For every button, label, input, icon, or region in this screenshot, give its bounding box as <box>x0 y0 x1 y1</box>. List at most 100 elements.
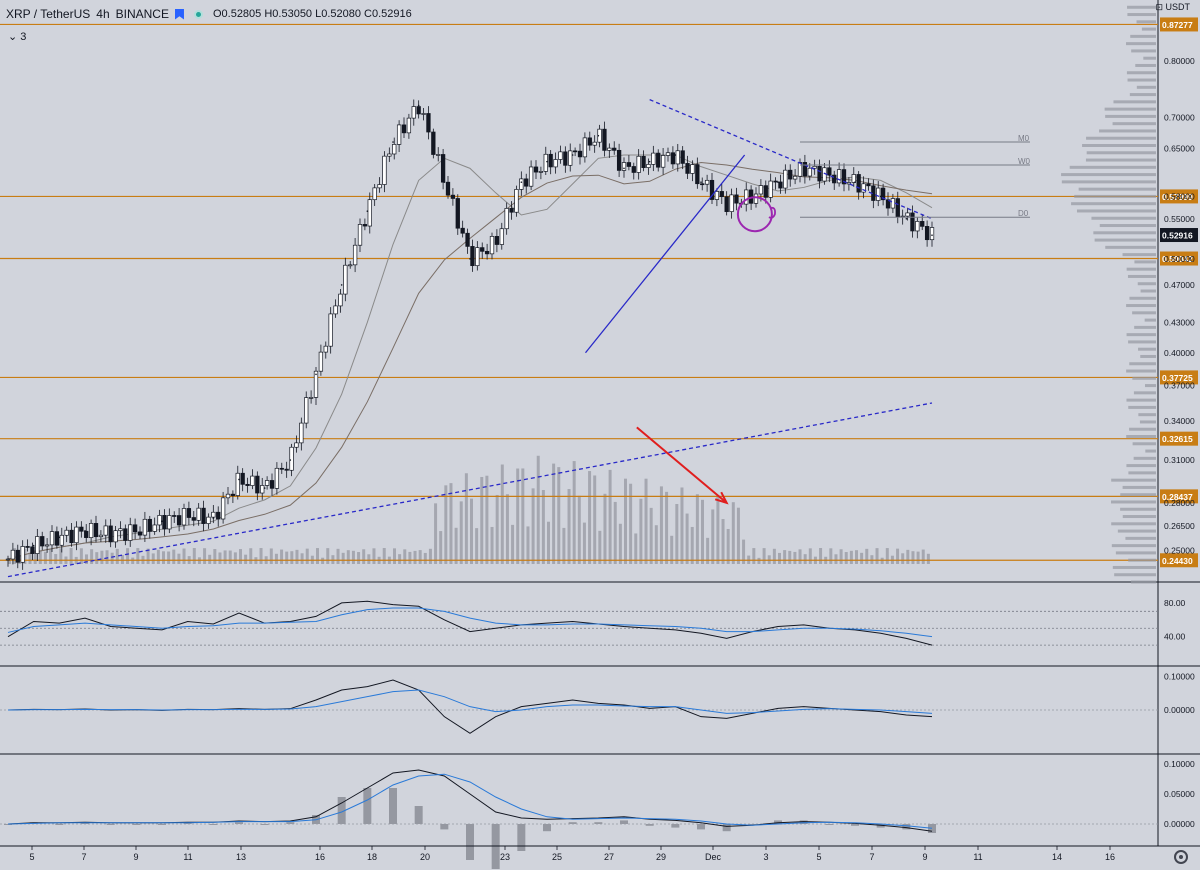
candle-body <box>225 493 231 499</box>
volume-profile-bar <box>1085 158 1156 162</box>
volume-profile-bar <box>1091 216 1156 220</box>
candle-body <box>118 528 123 532</box>
candle-body <box>10 549 16 560</box>
currency-label[interactable]: ⊡ USDT <box>1155 2 1190 12</box>
x-tick-label: 20 <box>420 852 430 862</box>
volume-bar <box>413 550 417 564</box>
indicator-toggle[interactable]: ⌄ 3 <box>8 30 26 43</box>
interval-label[interactable]: 4h <box>96 7 110 21</box>
volume-bar <box>793 551 797 564</box>
macd-histogram-bar <box>106 824 115 825</box>
volume-bar <box>742 539 746 564</box>
price-point <box>494 241 497 244</box>
volume-bar <box>454 527 458 564</box>
volume-profile-bar <box>1126 304 1156 308</box>
level-label: 0.37725 <box>1162 373 1193 383</box>
candle-body <box>626 162 632 167</box>
volume-profile-bar <box>1127 13 1156 17</box>
level-label: 0.57999 <box>1162 192 1193 202</box>
volume-profile-bar <box>1133 391 1156 395</box>
candle-body <box>235 472 240 496</box>
candle-body <box>250 475 255 486</box>
price-point <box>931 234 933 236</box>
volume-bar <box>926 553 930 564</box>
volume-bar <box>901 553 905 564</box>
volume-bar <box>23 548 27 564</box>
candle-body <box>861 183 866 193</box>
price-point <box>340 284 343 286</box>
x-tick-label: 13 <box>236 852 246 862</box>
last-price-box <box>1160 228 1198 243</box>
volume-bar <box>470 498 473 564</box>
candle-body <box>406 117 412 134</box>
x-tick-label: 7 <box>81 852 86 862</box>
candle-body <box>885 199 891 209</box>
x-tick-label: 14 <box>1052 852 1062 862</box>
price-point <box>648 160 651 163</box>
volume-profile-bar <box>1127 5 1156 9</box>
candle-body <box>558 151 563 160</box>
volume-profile-bar <box>1136 20 1156 24</box>
candle-body <box>79 526 84 532</box>
volume-bar <box>408 551 412 564</box>
candle-body <box>157 515 162 526</box>
volume-bar <box>8 558 11 564</box>
symbol-label[interactable]: XRP / TetherUS <box>6 7 91 21</box>
candle-body <box>773 180 778 183</box>
candle-body <box>132 524 138 533</box>
volume-bar <box>285 551 289 564</box>
indicator-count: 3 <box>20 31 27 43</box>
candle-body <box>372 187 377 201</box>
price-point <box>520 181 523 183</box>
volume-bar <box>875 548 879 564</box>
volume-bar <box>906 549 910 564</box>
volume-bar <box>803 554 807 564</box>
volume-profile-bar <box>1069 165 1156 169</box>
candle-body <box>401 124 407 134</box>
macd-histogram-bar <box>722 824 731 832</box>
candle-body <box>514 189 519 213</box>
level-label-box <box>1160 370 1198 385</box>
volume-profile-bar <box>1144 384 1156 388</box>
candle-body <box>431 131 436 155</box>
volume-profile-bar <box>1076 209 1156 213</box>
price-point <box>366 210 369 212</box>
ohlc-values: O0.52805 H0.53050 L0.52080 C0.52916 <box>212 8 412 20</box>
candle-body <box>25 546 30 548</box>
candle-body <box>631 166 636 173</box>
volume-bar <box>136 548 140 564</box>
candle-body <box>592 141 597 146</box>
volume-bar <box>521 468 525 564</box>
volume-profile-bar <box>1141 27 1156 31</box>
candle-body <box>802 162 808 177</box>
volume-bar <box>757 557 761 564</box>
gear-icon[interactable] <box>1174 850 1188 864</box>
volume-bar <box>423 552 427 564</box>
volume-bar <box>618 523 622 564</box>
candle-body <box>362 224 368 227</box>
volume-bar <box>316 548 319 564</box>
volume-bar <box>59 548 63 564</box>
candle-body <box>20 546 25 563</box>
volume-bar <box>675 503 679 564</box>
indicator-line-macd <box>7 773 933 829</box>
volume-profile-bar <box>1129 93 1156 97</box>
flag-icon[interactable] <box>174 8 184 20</box>
candle-body <box>44 544 50 547</box>
macd-histogram-bar <box>132 824 141 825</box>
chevron-down-icon: ⌄ <box>8 31 21 43</box>
price-point <box>32 544 35 547</box>
candle-body <box>519 178 524 190</box>
candle-body <box>533 166 539 173</box>
volume-bar <box>716 496 720 564</box>
indicator-tick-label: 80.00 <box>1164 598 1186 608</box>
indicator-line-rsi <box>7 600 933 646</box>
candle-body <box>616 149 622 171</box>
volume-bar <box>778 552 781 564</box>
candle-body <box>123 528 128 541</box>
volume-bar <box>505 494 509 564</box>
candle-body <box>675 150 680 165</box>
volume-bar <box>598 530 602 564</box>
price-point <box>186 514 189 516</box>
